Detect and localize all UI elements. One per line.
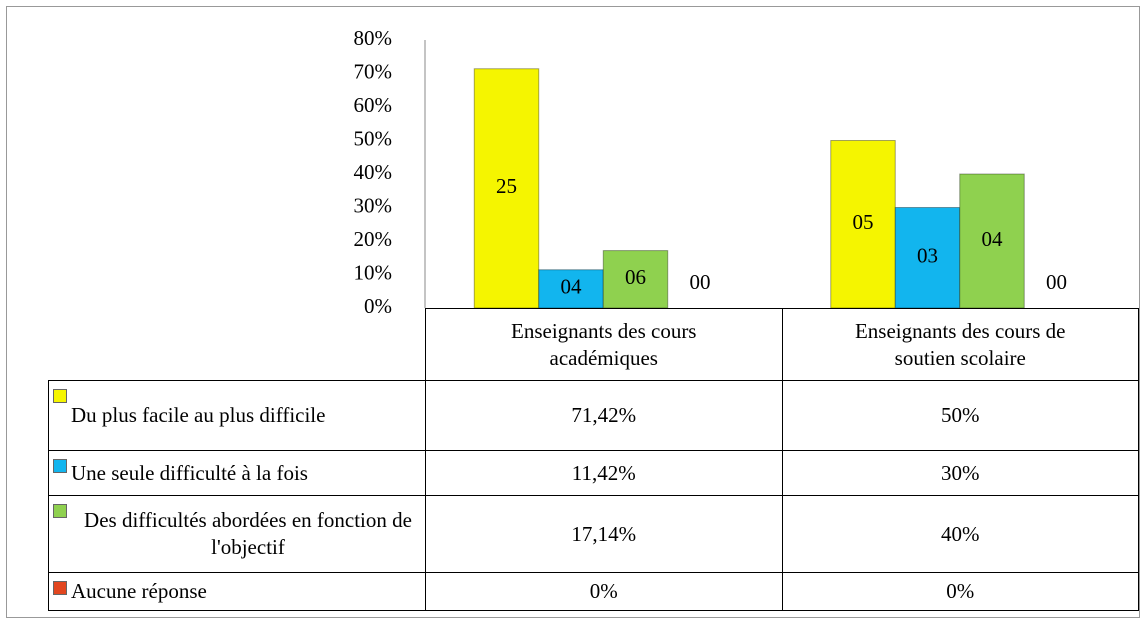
bar-label: 04 [982,227,1004,251]
legend-cell: Aucune réponse [48,572,426,611]
y-tick-label: 60% [354,93,393,117]
legend-label: Du plus facile au plus difficile [71,403,326,427]
bar [894,207,961,309]
table-value: 40% [781,495,1139,573]
legend-cell: Du plus facile au plus difficile [48,380,426,451]
y-tick-label: 50% [354,126,393,150]
category-header: Enseignants des cours académiques [425,308,783,381]
bar-label: 25 [496,174,517,198]
bar-label: 00 [1046,270,1067,294]
legend-label: Des difficultés abordées en fonction de … [84,508,412,559]
y-tick-label: 20% [354,227,393,251]
table-value: 50% [781,380,1139,451]
legend-key [53,581,67,595]
bar-label: 04 [561,275,583,299]
legend-key [53,389,67,403]
table-value: 0% [425,572,783,611]
bar-label: 00 [690,270,711,294]
legend-cell: Des difficultés abordées en fonction de … [48,495,426,573]
table-value: 11,42% [425,450,783,496]
legend-key [53,459,67,473]
bar [959,173,1025,309]
y-tick-label: 80% [354,26,393,50]
bar-label: 03 [917,244,938,268]
y-tick-label: 70% [354,59,393,83]
category-header: Enseignants des cours de soutien scolair… [781,308,1139,381]
chart-frame [6,6,1140,618]
table-value: 71,42% [425,380,783,451]
bar-label: 05 [853,210,874,234]
bar-label: 06 [625,265,646,289]
table-value: 17,14% [425,495,783,573]
bar [830,140,896,309]
legend-key [53,504,67,518]
bar [473,68,540,309]
legend-label: Aucune réponse [71,579,207,603]
legend-label: Une seule difficulté à la fois [71,460,308,485]
legend-cell: Une seule difficulté à la fois [48,450,426,496]
y-tick-label: 0% [364,294,392,318]
y-tick-label: 30% [354,193,393,217]
y-tick-label: 10% [354,260,393,284]
bar [602,250,669,309]
table-value: 0% [781,572,1139,611]
y-tick-label: 40% [354,160,393,184]
table-value: 30% [781,450,1139,496]
